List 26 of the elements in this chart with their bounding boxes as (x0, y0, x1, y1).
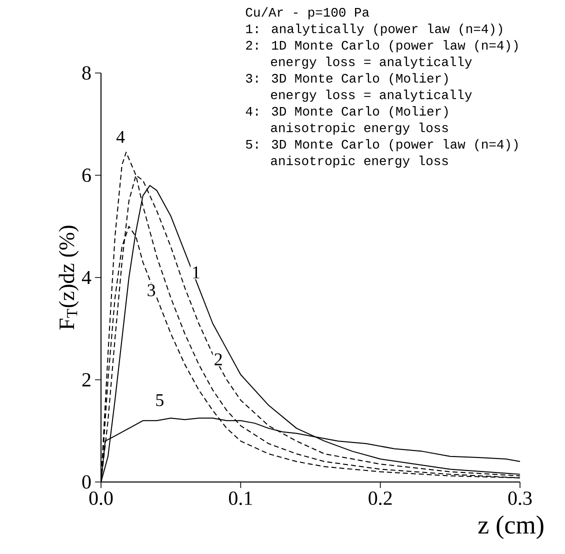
y-tick-label: 6 (82, 168, 91, 182)
y-tick-label: 8 (82, 66, 91, 80)
series-label: 3 (148, 284, 156, 296)
y-tick-label: 4 (82, 270, 92, 284)
annotation: 3: 3D Monte Carlo (Molier) (246, 73, 448, 86)
annotation: anisotropic energy loss (271, 156, 448, 168)
annotation: energy loss = analytically (271, 90, 472, 102)
x-tick-label: 0.1 (228, 492, 252, 506)
y-tick-label: 2 (82, 373, 90, 386)
text: 1: analytically (power law (n=4)) (246, 24, 502, 36)
y-axis-title: F$_{T}$(z)dz (%) (58, 226, 79, 330)
x-tick-label: 0.0 (89, 492, 113, 506)
annotation: 4: 3D Monte Carlo (Molier) (246, 106, 448, 118)
chart-title: Cu/Ar - p=100 Pa (246, 7, 370, 20)
x-axis-title: z (cm) (478, 516, 544, 539)
x-tick-label: 0.3 (508, 492, 532, 506)
series-label: 1 (193, 266, 200, 278)
text: energy loss = analytically (271, 56, 472, 69)
series-label: 5 (156, 394, 164, 406)
text: 2: 1D Monte Carlo (power law (n=4)) (246, 40, 518, 52)
x-tick-label: 0.2 (368, 492, 392, 506)
series-label: 2 (214, 353, 222, 366)
series-label: 4 (116, 130, 125, 143)
annotation: anisotropic energy loss (271, 122, 448, 135)
y-tick-label: 0 (82, 475, 91, 489)
annotation: 5: 3D Monte Carlo (power law (n=4)) (246, 139, 518, 152)
